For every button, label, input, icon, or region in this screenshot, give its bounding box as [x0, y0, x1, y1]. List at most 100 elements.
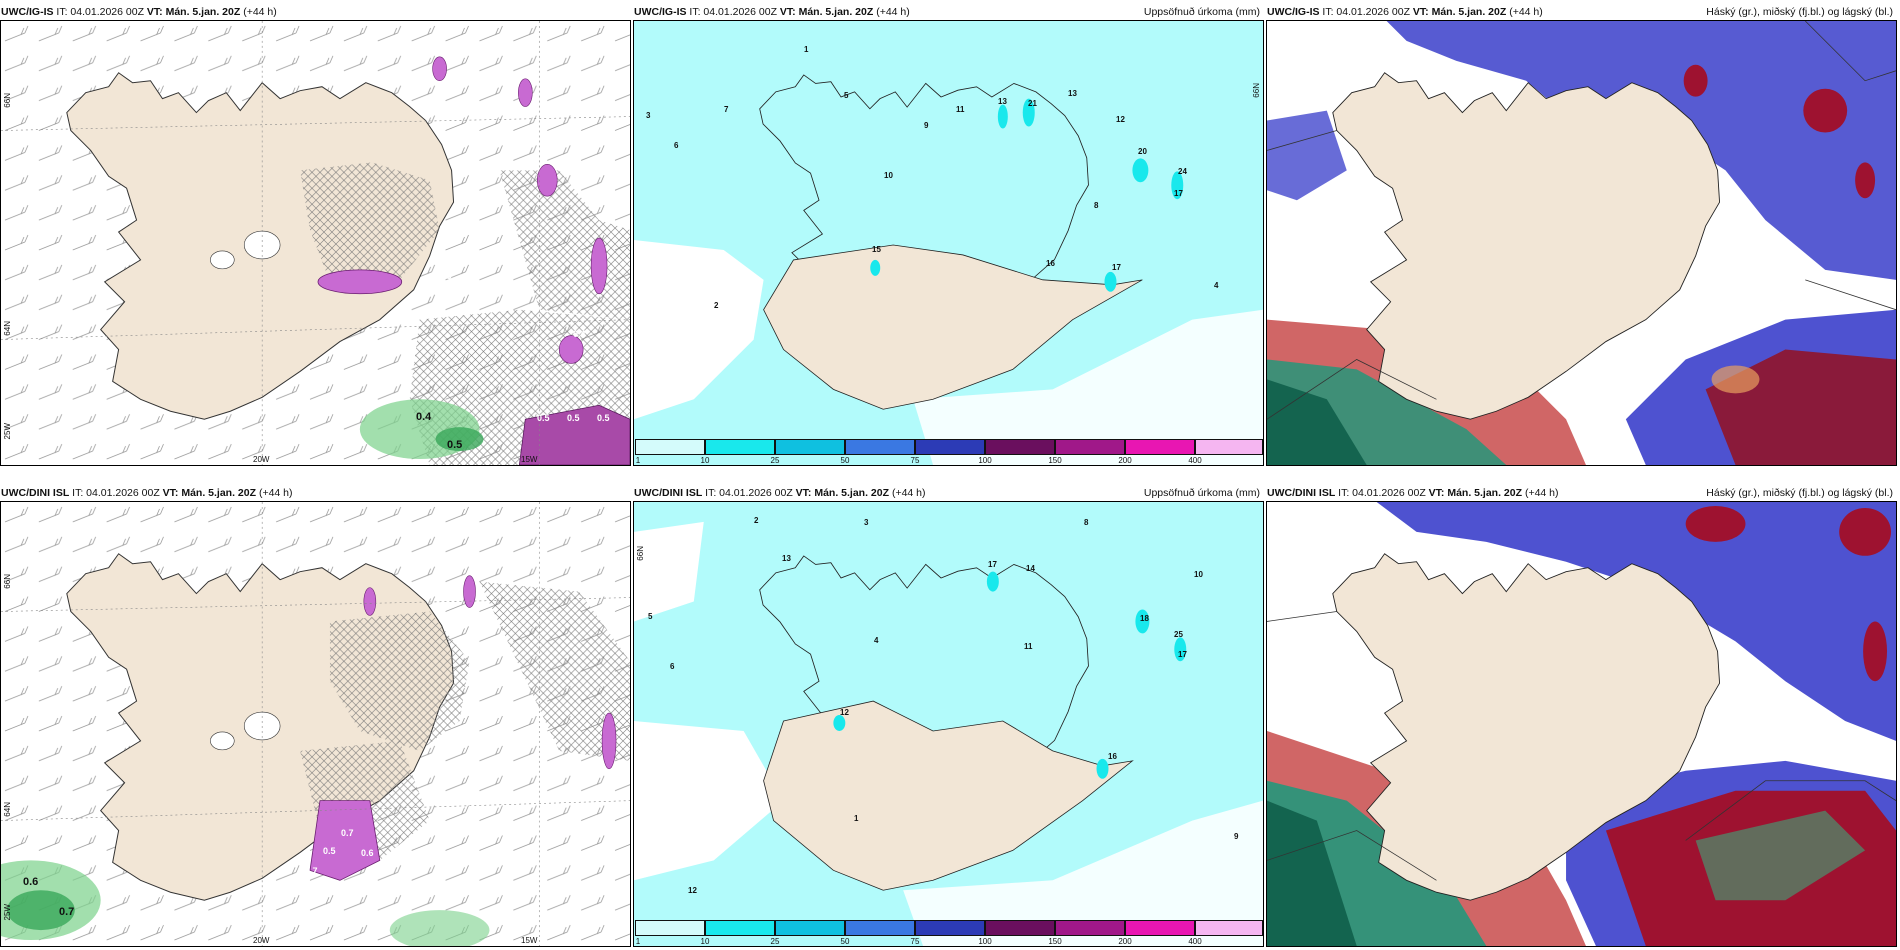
panel-header: UWC/IG-IS IT: 04.01.2026 00Z VT: Mán. 5.… [1, 6, 627, 20]
colorbar-swatch [775, 439, 845, 455]
precip-value: 9 [924, 121, 929, 130]
precip-value: 5 [844, 91, 849, 100]
colorbar-tick: 200 [1118, 937, 1132, 946]
model-name: UWC/IG-IS [1267, 6, 1320, 18]
precip-type-label: 0.4 [416, 411, 432, 423]
precip-value: 4 [1214, 281, 1219, 290]
model-name: UWC/IG-IS [634, 6, 687, 18]
colorbar-tick: 400 [1188, 937, 1202, 946]
lon-label-20: 20W [253, 455, 270, 464]
colorbar-swatch [1055, 920, 1125, 936]
precip-value: 11 [1024, 642, 1033, 651]
cloud-map-svg [1267, 21, 1896, 465]
valid-time: VT: Mán. 5.jan. 20Z [162, 487, 257, 499]
colorbar-tick: 50 [840, 937, 850, 946]
model-name: UWC/IG-IS [1, 6, 54, 18]
panel-title: Háský (gr.), miðský (fj.bl.) og lágský (… [1706, 487, 1893, 499]
colorbar-tick: 400 [1188, 456, 1202, 465]
colorbar-swatch [985, 439, 1055, 455]
colorbar-tick: 25 [770, 937, 780, 946]
lat-label-66: 66N [636, 546, 645, 561]
map-panel-wind-top: UWC/IG-IS IT: 04.01.2026 00Z VT: Mán. 5.… [0, 0, 631, 466]
precip-type-label: 0.6 [23, 876, 39, 888]
precip-type-label: 0.4 [573, 329, 586, 339]
lat-label-64: 64N [3, 802, 12, 817]
map-frame[interactable]: 0.7 0.5 0.6 0.7 0.6 0.7 66N 64N 25W 20W … [0, 501, 631, 947]
valid-time: VT: Mán. 5.jan. 20Z [779, 6, 874, 18]
lon-label-25: 25W [3, 423, 12, 440]
valid-time: VT: Mán. 5.jan. 20Z [146, 6, 241, 18]
precip-value: 21 [1028, 99, 1037, 108]
colorbar-tick: 150 [1048, 937, 1062, 946]
colorbar-swatch [845, 920, 915, 936]
colorbar-tick: 75 [910, 937, 920, 946]
init-time: IT: 04.01.2026 00Z [705, 487, 793, 499]
precip-value: 5 [648, 612, 653, 621]
colorbar-swatch [1195, 439, 1263, 455]
precip-value: 13 [1068, 89, 1077, 98]
map-frame[interactable]: 0.5 0.4 0.5 0.5 0.5 0.4 0.5 66N 64N 25W … [0, 20, 631, 466]
precip-type-label: 0.5 [567, 413, 580, 423]
precip-value: 3 [646, 111, 651, 120]
lead-time: (+44 h) [258, 487, 293, 499]
colorbar-swatch [705, 439, 775, 455]
precip-value: 4 [874, 636, 879, 645]
lead-time: (+44 h) [876, 6, 910, 18]
precip-value: 18 [1140, 614, 1149, 623]
panel-header: UWC/DINI ISL IT: 04.01.2026 00Z VT: Mán.… [634, 487, 1260, 501]
precip-value: 17 [1178, 650, 1187, 659]
cloud-map-svg [1267, 502, 1896, 946]
colorbar: 1 10 25 50 75 100 150 200 400 [635, 439, 1263, 465]
init-time: IT: 04.01.2026 00Z [72, 487, 160, 499]
precip-type-label: 0.7 [305, 866, 318, 876]
map-frame[interactable]: 17 14 13 18 25 17 16 12 11 10 9 8 6 5 4 … [633, 501, 1264, 947]
map-frame[interactable] [1266, 20, 1897, 466]
wind-map-svg [1, 21, 630, 465]
lon-label-20: 20W [253, 936, 270, 945]
precip-value: 13 [998, 97, 1007, 106]
colorbar-tick: 1 [635, 937, 641, 946]
colorbar-tick: 10 [700, 937, 710, 946]
colorbar-swatch [915, 439, 985, 455]
lead-time: (+44 h) [1509, 6, 1543, 18]
lat-label-66: 66N [3, 574, 12, 589]
lat-label-66: 66N [1252, 83, 1261, 98]
precip-type-label: 0.7 [59, 906, 75, 918]
colorbar-tick: 150 [1048, 456, 1062, 465]
precip-value: 16 [1108, 752, 1117, 761]
precip-value: 16 [1046, 259, 1055, 268]
precip-value: 11 [956, 105, 965, 114]
precip-value: 9 [1234, 832, 1239, 841]
precip-type-label: 0.5 [439, 271, 452, 281]
valid-time: VT: Mán. 5.jan. 20Z [795, 487, 890, 499]
map-panel-precip-top: UWC/IG-IS IT: 04.01.2026 00Z VT: Mán. 5.… [633, 0, 1264, 466]
precip-value: 6 [670, 662, 675, 671]
colorbar-swatch [985, 920, 1055, 936]
colorbar: 1 10 25 50 75 100 150 200 400 [635, 920, 1263, 946]
precip-value: 20 [1138, 147, 1147, 156]
colorbar-swatch [635, 920, 705, 936]
precip-value: 8 [1094, 201, 1099, 210]
colorbar-swatch [705, 920, 775, 936]
panel-title: Háský (gr.), miðský (fj.bl.) og lágský (… [1706, 6, 1893, 18]
precip-value: 12 [840, 708, 849, 717]
map-frame[interactable]: 13 21 13 20 24 17 15 16 17 12 11 10 9 8 … [633, 20, 1264, 466]
map-frame[interactable] [1266, 501, 1897, 947]
precip-value: 17 [988, 560, 997, 569]
precip-type-label: 0.5 [597, 413, 610, 423]
precip-value: 2 [754, 516, 759, 525]
map-panel-clouds-top: UWC/IG-IS IT: 04.01.2026 00Z VT: Mán. 5.… [1266, 0, 1897, 466]
colorbar-swatch [845, 439, 915, 455]
map-panel-clouds-bottom: UWC/DINI ISL IT: 04.01.2026 00Z VT: Mán.… [1266, 481, 1897, 947]
init-time: IT: 04.01.2026 00Z [689, 6, 777, 18]
precip-value: 17 [1112, 263, 1121, 272]
precip-value: 12 [688, 886, 697, 895]
colorbar-tick: 1 [635, 456, 641, 465]
valid-time: VT: Mán. 5.jan. 20Z [1428, 487, 1523, 499]
precip-value: 2 [714, 301, 719, 310]
panel-title: Uppsöfnuð úrkoma (mm) [1143, 6, 1260, 18]
precip-map-svg [634, 502, 1263, 946]
precip-map-svg [634, 21, 1263, 465]
lon-label-15: 15W [521, 455, 538, 464]
map-panel-wind-bottom: UWC/DINI ISL IT: 04.01.2026 00Z VT: Mán.… [0, 481, 631, 947]
